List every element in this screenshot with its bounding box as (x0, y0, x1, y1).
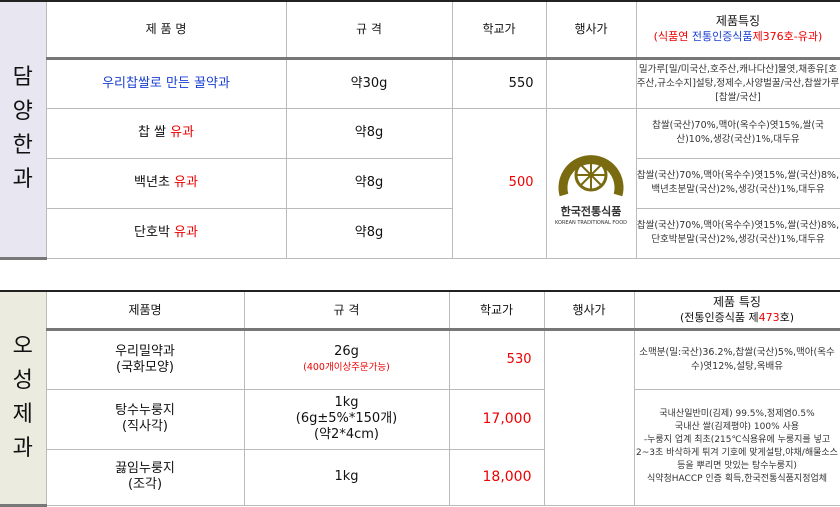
table-row: 우리밀약과 (국화모양) 26g (400개이상주문가능) 530 소맥분(밀:국… (0, 328, 840, 506)
vendor-cell (545, 57, 637, 109)
table-row: 탕수누룽지 (직사각) 1kg (6g±5%*150개) (약2*4cm) 17… (0, 388, 840, 506)
product-name: 우리밀약과 (국화모양) (45, 328, 245, 390)
product-spec: 1kg (243, 448, 450, 506)
product-features: 찹쌀(국산)70%,맥아(옥수수)엿15%,쌀(국산)10%,생강(국산)1%,… (635, 107, 840, 159)
product-name: 끓임누룽지 (조각) (45, 448, 245, 506)
product-price: 17,000 (448, 388, 545, 450)
osung-table: 오 성 제 과 제품명 규 격 학교가 행사가 제품 특징 (전통인증식품 제47… (0, 290, 840, 507)
product-name: 백년초 유과 (45, 157, 287, 209)
header-price: 학교가 (448, 290, 545, 331)
table-row: 백년초 유과 약8g 찹쌀(국산)70%,맥아(옥수수)엿15%,쌀(국산)8%… (0, 157, 840, 209)
product-spec: 약8g (285, 157, 453, 209)
product-spec: 약8g (285, 107, 453, 159)
table-row: 찹 쌀 유과 약8g 500 한국전통식품 KOREAN TRADITIONAL… (0, 107, 840, 259)
product-name: 탕수누룽지 (직사각) (45, 388, 245, 450)
product-name: 찹 쌀 유과 (45, 107, 287, 159)
logo-text: 한국전통식품 (560, 204, 622, 218)
table-row: 끓임누룽지 (조각) 1kg 18,000 (0, 448, 840, 506)
product-spec: 26g (400개이상주문가능) (243, 328, 450, 390)
header-features: 제품 특징 (전통인증식품 제473호) (633, 290, 840, 331)
product-spec: 1kg (6g±5%*150개) (약2*4cm) (243, 388, 450, 450)
shared-price: 500 (451, 107, 547, 259)
korean-traditional-food-logo-icon (558, 154, 624, 196)
product-price: 18,000 (448, 448, 545, 506)
product-price: 550 (451, 57, 547, 109)
product-spec: 약8g (285, 207, 453, 259)
product-features: 찹쌀(국산)70%,맥아(옥수수)엿15%,쌀(국산)8%,단호박분말(국산)2… (635, 207, 840, 259)
brand-label: 오 성 제 과 (0, 290, 47, 507)
product-name: 단호박 유과 (45, 207, 287, 259)
header-spec: 규 격 (243, 290, 450, 331)
header-price: 학교가 (451, 0, 547, 60)
product-features: 소맥분(밀:국산)36.2%,찹쌀(국산)5%,맥아(옥수수)엿12%,설탕,옥… (633, 328, 840, 390)
product-features: 밀가루[밀/미국산,호주산,캐나다산]물엿,채종유[호주산,규소수지]설탕,정제… (635, 57, 840, 109)
vendor-cell (543, 328, 635, 506)
certification-logo: 한국전통식품 KOREAN TRADITIONAL FOOD (545, 107, 637, 259)
product-price: 530 (448, 328, 545, 390)
table-row: 우리찹쌀로 만든 꿀약과 약30g 550 밀가루[밀/미국산,호주산,캐나다산… (0, 57, 840, 109)
header-spec: 규 격 (285, 0, 453, 60)
product-features: 국내산일반미(김제) 99.5%,정제염0.5% 국내산 쌀(김제평야) 100… (633, 388, 840, 506)
header-name: 제 품 명 (45, 0, 287, 60)
header-vendor: 행사가 (543, 290, 635, 331)
damyang-table: 담 양 한 과 제 품 명 규 격 학교가 행사가 제품특징 (식품연 전통인증식… (0, 0, 840, 260)
header-features: 제품특징 (식품연 전통인증식품제376호-유과) (635, 0, 840, 60)
table-row: 단호박 유과 약8g 찹쌀(국산)70%,맥아(옥수수)엿15%,쌀(국산)8%… (0, 207, 840, 259)
header-vendor: 행사가 (545, 0, 637, 60)
brand-label: 담 양 한 과 (0, 0, 47, 260)
logo-subtext: KOREAN TRADITIONAL FOOD (555, 219, 627, 226)
product-features: 찹쌀(국산)70%,맥아(옥수수)엿15%,쌀(국산)8%,백년초분말(국산)2… (635, 157, 840, 209)
product-spec: 약30g (285, 57, 453, 109)
product-name: 우리찹쌀로 만든 꿀약과 (45, 57, 287, 109)
header-name: 제품명 (45, 290, 245, 331)
